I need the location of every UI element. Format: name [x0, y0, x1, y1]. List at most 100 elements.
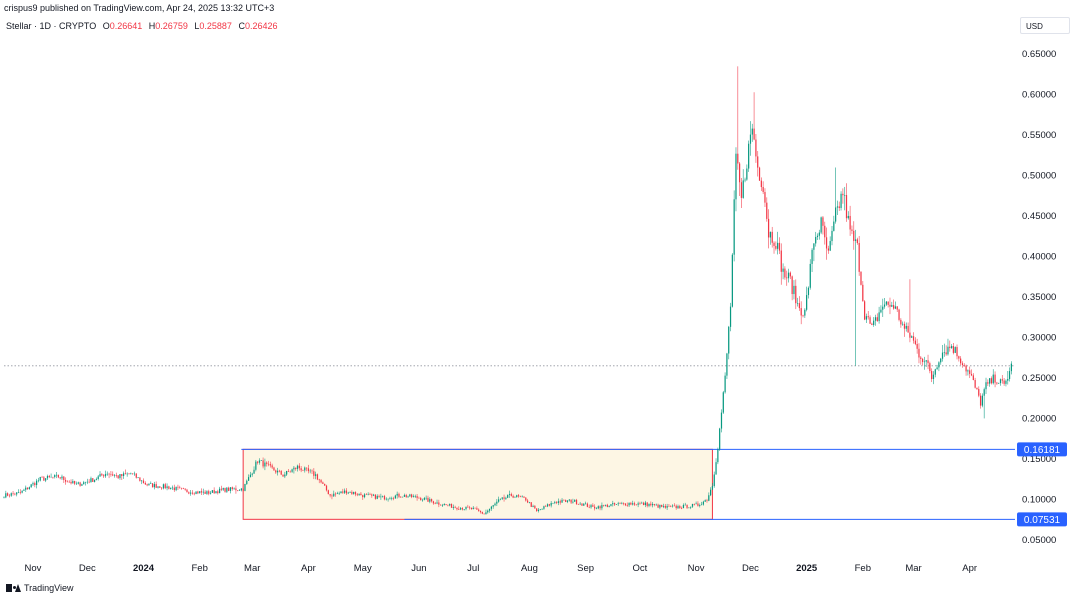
candle-body	[331, 495, 333, 497]
candle-body	[958, 356, 960, 359]
candle-body	[738, 163, 741, 183]
candle-body	[679, 506, 681, 509]
candle-body	[845, 195, 848, 219]
candle-body	[885, 301, 887, 305]
candle-body	[704, 500, 706, 502]
candle-body	[77, 482, 79, 484]
candle-body	[333, 493, 335, 497]
candle-body	[876, 317, 878, 322]
candle-body	[940, 358, 942, 363]
candle-body	[523, 496, 525, 498]
candle-body	[592, 505, 594, 507]
candle-body	[833, 221, 835, 231]
candle-body	[532, 505, 534, 507]
candle-body	[490, 506, 492, 509]
candle-body	[684, 504, 686, 506]
candle-body	[267, 463, 270, 465]
candle-body	[717, 449, 719, 463]
candle-body	[195, 491, 197, 495]
candle-body	[847, 215, 849, 219]
candle-body	[789, 272, 791, 277]
candle-body	[483, 513, 485, 515]
candle-body	[950, 346, 953, 349]
candle-body	[681, 508, 683, 509]
candle-body	[836, 206, 839, 208]
candle-body	[161, 487, 163, 489]
candle-body	[907, 325, 909, 333]
candle-body	[325, 485, 328, 491]
candle-body	[786, 277, 788, 279]
candle-body	[244, 484, 246, 491]
tradingview-brand-text: TradingView	[24, 583, 74, 593]
candle-body	[385, 498, 387, 500]
candle-body	[41, 476, 43, 478]
candle-body	[1007, 378, 1009, 381]
candle-body	[545, 506, 547, 507]
candle-body	[516, 495, 518, 497]
time-axis[interactable]: Nov Dec 2024 Feb Mar Apr May Jun Jul Aug Sep Oct Nov…	[25, 563, 978, 574]
candle-body	[972, 375, 974, 380]
candle-body	[246, 480, 248, 485]
candle-body	[543, 506, 545, 509]
candle-body	[860, 271, 862, 285]
candle-body	[871, 323, 873, 325]
candle-body	[775, 245, 777, 249]
candle-body	[733, 199, 735, 255]
candle-body	[628, 502, 630, 506]
candle-body	[601, 505, 603, 509]
open-label: O	[102, 21, 110, 31]
candle-body	[579, 503, 581, 505]
price-axis[interactable]: 0.05000 0.10000 0.15000 0.20000 0.25000 0.300…	[1022, 49, 1056, 546]
candle-body	[521, 496, 523, 498]
candle-body	[266, 462, 268, 464]
candle-body	[289, 471, 291, 473]
candle-body	[81, 484, 83, 486]
candle-body	[498, 499, 500, 502]
candle-body	[963, 364, 965, 366]
candle-body	[936, 367, 938, 370]
candle-body	[14, 493, 16, 495]
candle-body	[142, 480, 145, 483]
candle-body	[371, 494, 373, 496]
candle-body	[1003, 380, 1005, 384]
candle-body	[391, 498, 393, 499]
candle-body	[604, 504, 607, 506]
candle-body	[570, 499, 572, 503]
candle-body	[976, 387, 978, 390]
candle-body	[574, 499, 576, 502]
candle-body	[200, 491, 203, 493]
candle-body	[262, 460, 264, 467]
candle-body	[360, 493, 362, 496]
candle-body	[206, 491, 208, 494]
candle-body	[412, 496, 415, 498]
candle-body	[467, 506, 469, 508]
candle-body	[16, 492, 18, 495]
candle-body	[864, 301, 866, 320]
candle-body	[927, 360, 929, 364]
candle-body	[479, 510, 482, 513]
candle-body	[284, 474, 286, 477]
candle-body	[409, 494, 411, 497]
candle-body	[566, 500, 569, 502]
candle-body	[637, 503, 639, 505]
candle-body	[690, 506, 692, 508]
candle-body	[586, 503, 589, 507]
candle-body	[342, 491, 344, 493]
candle-body	[86, 481, 88, 483]
candle-body	[590, 505, 592, 508]
candle-body	[903, 323, 906, 329]
candle-body	[894, 306, 897, 309]
candle-body	[180, 487, 183, 489]
candle-body	[423, 498, 425, 500]
candle-body	[595, 508, 598, 509]
currency-selector[interactable]: USD	[1020, 17, 1070, 34]
candle-body	[729, 306, 732, 327]
candle-body	[842, 193, 844, 196]
candle-body	[862, 284, 864, 302]
candle-body	[110, 474, 112, 475]
candle-body	[905, 325, 907, 329]
candle-body	[735, 153, 737, 200]
tradingview-logo[interactable]: TradingView	[6, 583, 74, 593]
candle-body	[54, 475, 56, 478]
